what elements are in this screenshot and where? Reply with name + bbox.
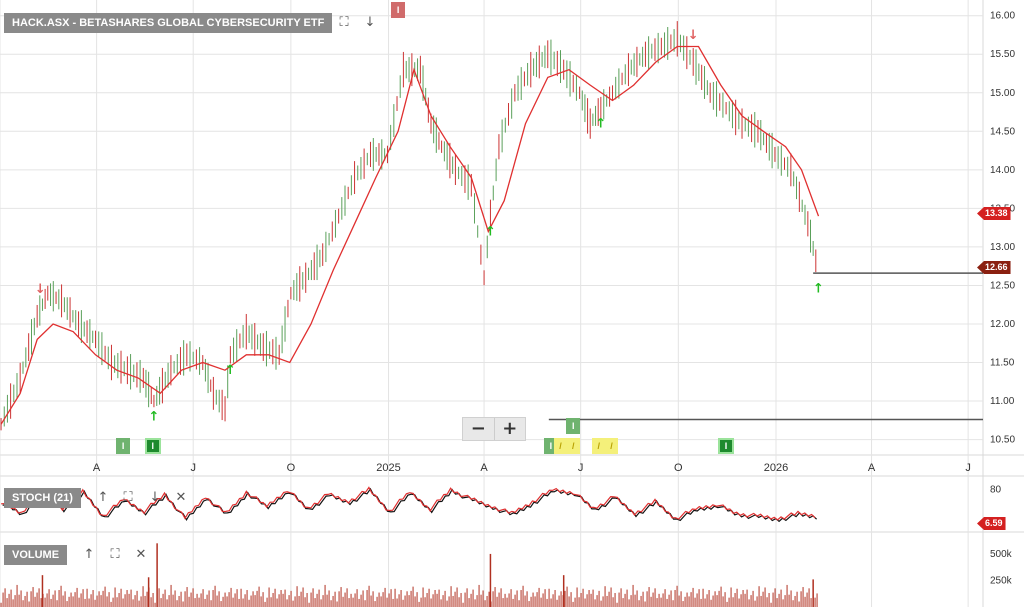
stoch-signal-line — [2, 487, 818, 523]
y-tick-label: 14.50 — [990, 126, 1015, 137]
buy-arrow-icon: ↑ — [485, 224, 496, 239]
expand-icon[interactable]: ⛶ — [110, 547, 120, 562]
volume-plot: 500k 250k — [0, 543, 1013, 607]
stoch-value-tag: 6.59 — [977, 517, 1006, 530]
volume-label: VOLUME — [4, 545, 68, 565]
zoom-out-button[interactable]: − — [463, 418, 495, 440]
event-marker[interactable]: / — [553, 438, 568, 454]
price-plot: ↓ ↑ ↑ ↑ ↑ ↓ ↑ — [0, 21, 983, 431]
close-icon[interactable]: ✕ — [135, 547, 147, 562]
event-marker[interactable]: / — [591, 438, 606, 454]
buy-arrow-icon: ↑ — [225, 363, 236, 378]
event-marker[interactable]: I — [566, 418, 581, 434]
stoch-tick-label: 80 — [990, 485, 1002, 496]
y-tick-label: 10.50 — [990, 435, 1015, 446]
arrow-up-icon[interactable]: ↑ — [97, 490, 109, 505]
support-price-tag: 12.66 — [977, 261, 1011, 274]
x-tick-label: A — [480, 462, 488, 474]
event-marker[interactable]: I — [391, 2, 406, 18]
volume-tick-label: 250k — [990, 575, 1013, 586]
event-marker[interactable]: I — [718, 438, 735, 454]
x-tick-label: 2026 — [764, 462, 788, 474]
arrow-down-icon[interactable]: ↓ — [364, 15, 376, 30]
last-price-tag: 13.38 — [977, 207, 1011, 220]
arrow-up-icon[interactable]: ↑ — [83, 547, 95, 562]
event-marker[interactable]: / — [604, 438, 619, 454]
sell-arrow-icon: ↓ — [688, 28, 699, 43]
y-tick-label: 14.00 — [990, 165, 1015, 176]
y-tick-label: 13.00 — [990, 242, 1015, 253]
x-tick-label: J — [190, 462, 196, 474]
moving-average-line — [0, 45, 820, 425]
x-tick-label: J — [578, 462, 584, 474]
buy-arrow-icon: ↑ — [148, 409, 159, 424]
price-axis: 16.0015.5015.0014.5014.0013.5013.0012.50… — [990, 11, 1015, 446]
stoch-plot: 80 — [1, 485, 1002, 523]
stoch-k-line — [1, 486, 816, 521]
close-icon[interactable]: ✕ — [175, 490, 187, 505]
time-axis: 24AJO2025AJO2026AJ — [93, 462, 971, 474]
zoom-controls: − + — [462, 417, 526, 441]
sell-arrow-icon: ↓ — [35, 282, 46, 297]
arrow-down-icon[interactable]: ↓ — [149, 490, 161, 505]
zoom-in-button[interactable]: + — [502, 418, 518, 439]
expand-icon[interactable]: ⛶ — [339, 15, 349, 30]
chart-title: HACK.ASX - BETASHARES GLOBAL CYBERSECURI… — [4, 13, 333, 33]
volume-tick-label: 500k — [990, 549, 1013, 560]
y-tick-label: 16.00 — [990, 11, 1015, 22]
y-tick-label: 15.50 — [990, 49, 1015, 60]
buy-arrow-icon: ↑ — [813, 281, 824, 296]
y-tick-label: 12.50 — [990, 280, 1015, 291]
x-tick-label: O — [287, 462, 296, 474]
y-tick-label: 15.00 — [990, 88, 1015, 99]
stoch-label: STOCH (21) — [4, 488, 81, 508]
event-marker[interactable]: I — [144, 438, 161, 454]
x-tick-label: A — [93, 462, 101, 474]
event-marker[interactable]: I — [116, 438, 131, 454]
y-tick-label: 11.00 — [990, 396, 1015, 407]
x-tick-label: A — [868, 462, 876, 474]
x-tick-label: J — [965, 462, 971, 474]
y-tick-label: 11.50 — [990, 358, 1015, 369]
x-tick-label: O — [674, 462, 683, 474]
x-tick-label: 2025 — [376, 462, 400, 474]
y-tick-label: 12.00 — [990, 319, 1015, 330]
buy-arrow-icon: ↑ — [595, 116, 606, 131]
expand-icon[interactable]: ⛶ — [123, 490, 133, 505]
event-marker[interactable]: / — [566, 438, 581, 454]
